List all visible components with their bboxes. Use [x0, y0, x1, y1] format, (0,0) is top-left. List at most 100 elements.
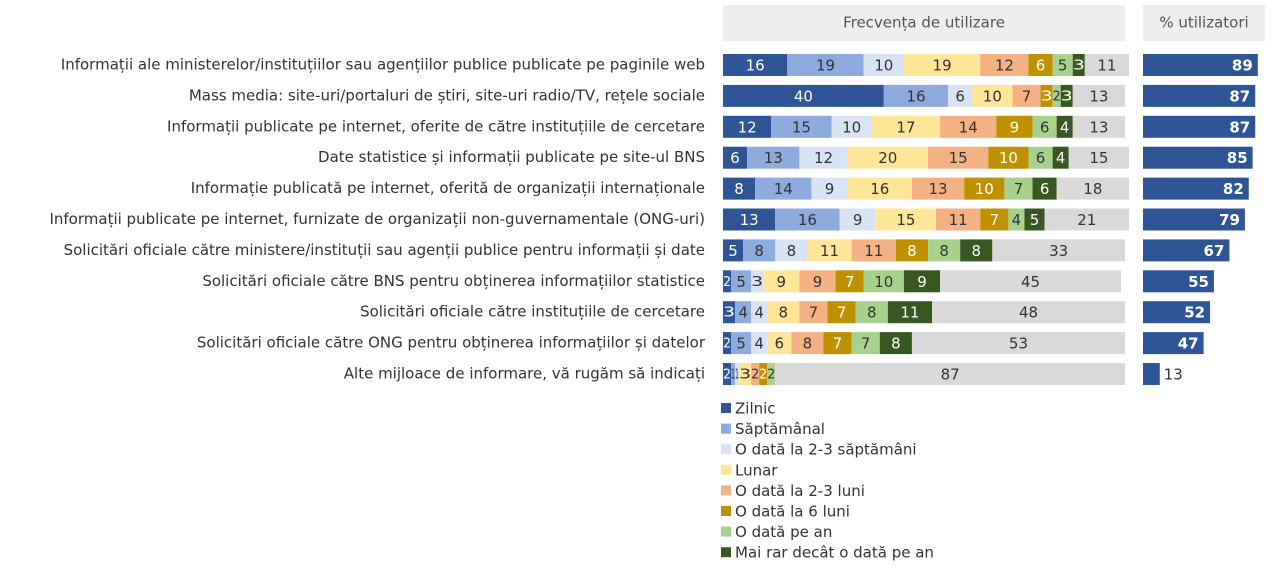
value-label: 6	[1040, 180, 1050, 198]
legend-swatch	[721, 547, 731, 558]
bar-segment	[960, 239, 993, 262]
value-label: 13	[764, 149, 783, 167]
legend-label: Lunar	[735, 461, 778, 479]
bar	[1143, 332, 1204, 355]
value-label: 4	[1012, 211, 1022, 229]
value-label: 18	[1083, 180, 1102, 198]
chart-title: % utilizatori	[1159, 14, 1248, 32]
value-label: 10	[975, 180, 994, 198]
category-label: Informații ale ministerelor/instituțiilo…	[61, 56, 705, 74]
value-label: 9	[1010, 118, 1020, 136]
bar-segment	[1056, 115, 1073, 138]
value-label: 13	[1089, 118, 1108, 136]
value-label: 9	[825, 180, 835, 198]
bar	[1143, 115, 1256, 138]
bar-segment	[755, 177, 812, 200]
value-label: 82	[1223, 180, 1244, 198]
chart-title: Frecvența de utilizare	[843, 14, 1005, 32]
bar	[1143, 270, 1214, 293]
value-label: 3	[1061, 89, 1073, 104]
value-label: 45	[1021, 273, 1040, 291]
value-label: 7	[990, 211, 1000, 229]
value-label: 16	[906, 87, 925, 105]
value-label: 3	[723, 306, 735, 321]
bar	[1143, 177, 1249, 200]
value-label: 15	[1089, 149, 1108, 167]
legend-swatch	[721, 506, 731, 516]
bar-segment	[723, 363, 732, 385]
bar-segment	[1032, 115, 1057, 138]
bar-segment	[751, 363, 760, 385]
value-label: 8	[939, 242, 949, 260]
value-label: 11	[949, 211, 968, 229]
value-label: 2	[1053, 89, 1061, 104]
value-label: 40	[794, 87, 813, 105]
bar-segment	[723, 301, 736, 324]
value-label: 9	[917, 273, 927, 291]
value-label: 48	[1019, 304, 1038, 322]
value-label: 79	[1219, 211, 1240, 229]
legend-swatch	[721, 403, 731, 413]
value-label: 16	[798, 211, 817, 229]
bar-segment	[883, 84, 949, 107]
bar-segment	[855, 301, 888, 324]
bar-segment	[940, 115, 997, 138]
value-label: 3	[751, 275, 763, 290]
header-box	[1143, 5, 1265, 41]
bar-segment	[980, 54, 1029, 76]
value-label: 3	[1073, 59, 1085, 74]
bar-segment	[747, 146, 800, 169]
bar-segment	[936, 208, 981, 231]
value-label: 87	[1229, 118, 1250, 136]
bar-segment	[932, 301, 1125, 324]
bar-segment	[735, 363, 740, 385]
value-label: 15	[896, 211, 915, 229]
value-label: 11	[1097, 57, 1116, 75]
value-label: 4	[738, 304, 748, 322]
bar-segment	[1024, 208, 1045, 231]
value-label: 2	[751, 368, 759, 383]
value-label: 4	[1056, 149, 1066, 167]
bar-segment	[767, 301, 800, 324]
value-label: 7	[809, 304, 819, 322]
bar-segment	[759, 363, 768, 385]
value-label: 9	[777, 273, 787, 291]
value-label: 9	[853, 211, 863, 229]
value-label: 4	[1060, 118, 1070, 136]
legend-swatch	[721, 423, 731, 434]
bar	[1143, 301, 1211, 324]
bar-segment	[928, 146, 989, 169]
bar	[1143, 84, 1256, 107]
bar-segment	[1028, 54, 1053, 76]
value-label: 55	[1188, 273, 1209, 291]
value-label: 11	[864, 242, 883, 260]
bar-segment	[972, 84, 1013, 107]
bar	[1143, 54, 1258, 76]
value-label: 6	[955, 87, 965, 105]
bar	[1143, 208, 1245, 231]
bar-segment	[823, 332, 852, 355]
bar-segment	[996, 115, 1033, 138]
value-label: 19	[933, 57, 952, 75]
value-label: 2	[723, 368, 731, 383]
value-label: 13	[1164, 366, 1183, 384]
legend-label: O dată la 2-3 săptămâni	[735, 441, 917, 459]
bar-segment	[1004, 177, 1033, 200]
bar-segment	[739, 363, 752, 385]
bar-segment	[1052, 84, 1061, 107]
value-label: 13	[929, 180, 948, 198]
bar-segment	[903, 270, 941, 293]
legend-label: O dată la 6 luni	[735, 503, 850, 521]
value-label: 20	[878, 149, 897, 167]
bar-segment	[847, 177, 912, 200]
bar-segment	[1068, 146, 1130, 169]
value-label: 10	[983, 87, 1002, 105]
value-label: 2	[759, 368, 767, 383]
legend-swatch	[721, 444, 731, 455]
bar-segment	[723, 177, 756, 200]
bar-segment	[1044, 208, 1130, 231]
value-label: 10	[874, 57, 893, 75]
bar-segment	[835, 270, 864, 293]
bar-segment	[988, 146, 1029, 169]
value-label: 8	[971, 242, 981, 260]
